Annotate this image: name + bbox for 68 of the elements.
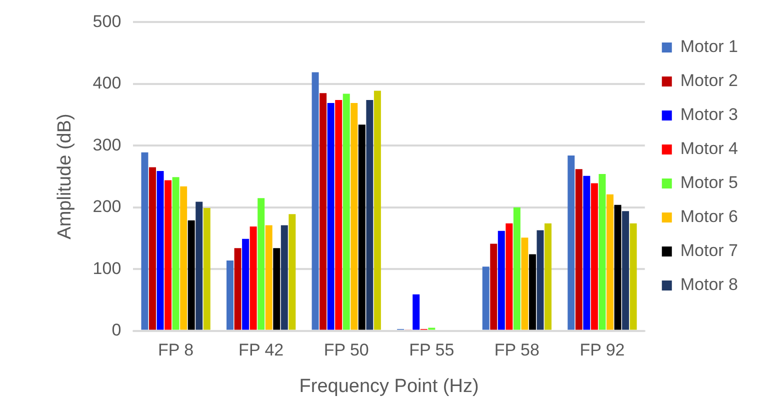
bar	[156, 170, 164, 330]
bar	[614, 204, 622, 330]
bar	[622, 211, 630, 330]
bar	[482, 266, 490, 330]
bar	[366, 100, 374, 330]
legend-label: Motor 4	[680, 139, 738, 158]
x-tick-label: FP 50	[324, 340, 369, 360]
bar	[327, 103, 334, 330]
bar	[498, 230, 505, 330]
bar	[350, 103, 358, 330]
y-tick-label: 400	[92, 74, 122, 93]
bar	[164, 180, 172, 330]
x-axis-title: Frequency Point (Hz)	[299, 376, 479, 397]
bar	[412, 294, 420, 330]
legend-label: Motor 7	[680, 241, 738, 260]
y-tick-label: 200	[92, 197, 122, 216]
bar	[374, 90, 381, 330]
bar	[312, 72, 319, 330]
bar	[320, 93, 327, 330]
x-tick-label: FP 58	[494, 340, 540, 360]
legend-label: Motor 8	[680, 275, 738, 294]
legend-label: Motor 2	[680, 71, 738, 90]
legend-label: Motor 5	[680, 173, 738, 192]
x-tick-label: FP 92	[580, 340, 625, 360]
y-axis-title: Amplitude (dB)	[54, 114, 76, 240]
bar	[242, 238, 250, 330]
bar	[583, 176, 590, 330]
bar	[149, 167, 156, 330]
bar	[513, 207, 520, 330]
bar	[196, 202, 203, 330]
bar	[180, 186, 188, 330]
bar	[226, 260, 234, 330]
bar	[288, 214, 296, 330]
bar	[528, 254, 536, 330]
bar	[342, 94, 350, 330]
bar	[265, 225, 272, 330]
bar	[141, 152, 148, 330]
bar	[630, 223, 637, 330]
bar	[273, 248, 280, 330]
y-tick-label: 100	[92, 258, 122, 278]
bar	[188, 220, 195, 330]
bar	[280, 225, 288, 330]
bar	[544, 223, 552, 330]
bar	[234, 248, 242, 330]
bar	[590, 183, 598, 330]
bar	[358, 124, 366, 330]
legend-label: Motor 1	[680, 37, 738, 56]
bar	[335, 100, 342, 330]
bar	[258, 198, 265, 330]
y-tick-label: 0	[112, 320, 122, 340]
bar	[250, 226, 257, 330]
bar	[568, 156, 575, 330]
legend-label: Motor 3	[680, 105, 738, 124]
x-tick-label: FP 42	[238, 340, 284, 360]
x-tick-label: FP 8	[158, 340, 194, 360]
bar	[536, 230, 544, 330]
y-tick-label: 500	[92, 12, 122, 31]
legend-label: Motor 6	[680, 207, 738, 226]
bar	[506, 223, 513, 330]
bar	[490, 244, 498, 330]
bar	[606, 194, 614, 330]
x-tick-label: FP 55	[409, 340, 454, 360]
bar	[203, 208, 210, 330]
bar	[521, 238, 528, 330]
bar	[598, 174, 606, 330]
bar	[172, 177, 180, 330]
bar	[575, 169, 582, 330]
y-tick-label: 300	[92, 135, 122, 154]
